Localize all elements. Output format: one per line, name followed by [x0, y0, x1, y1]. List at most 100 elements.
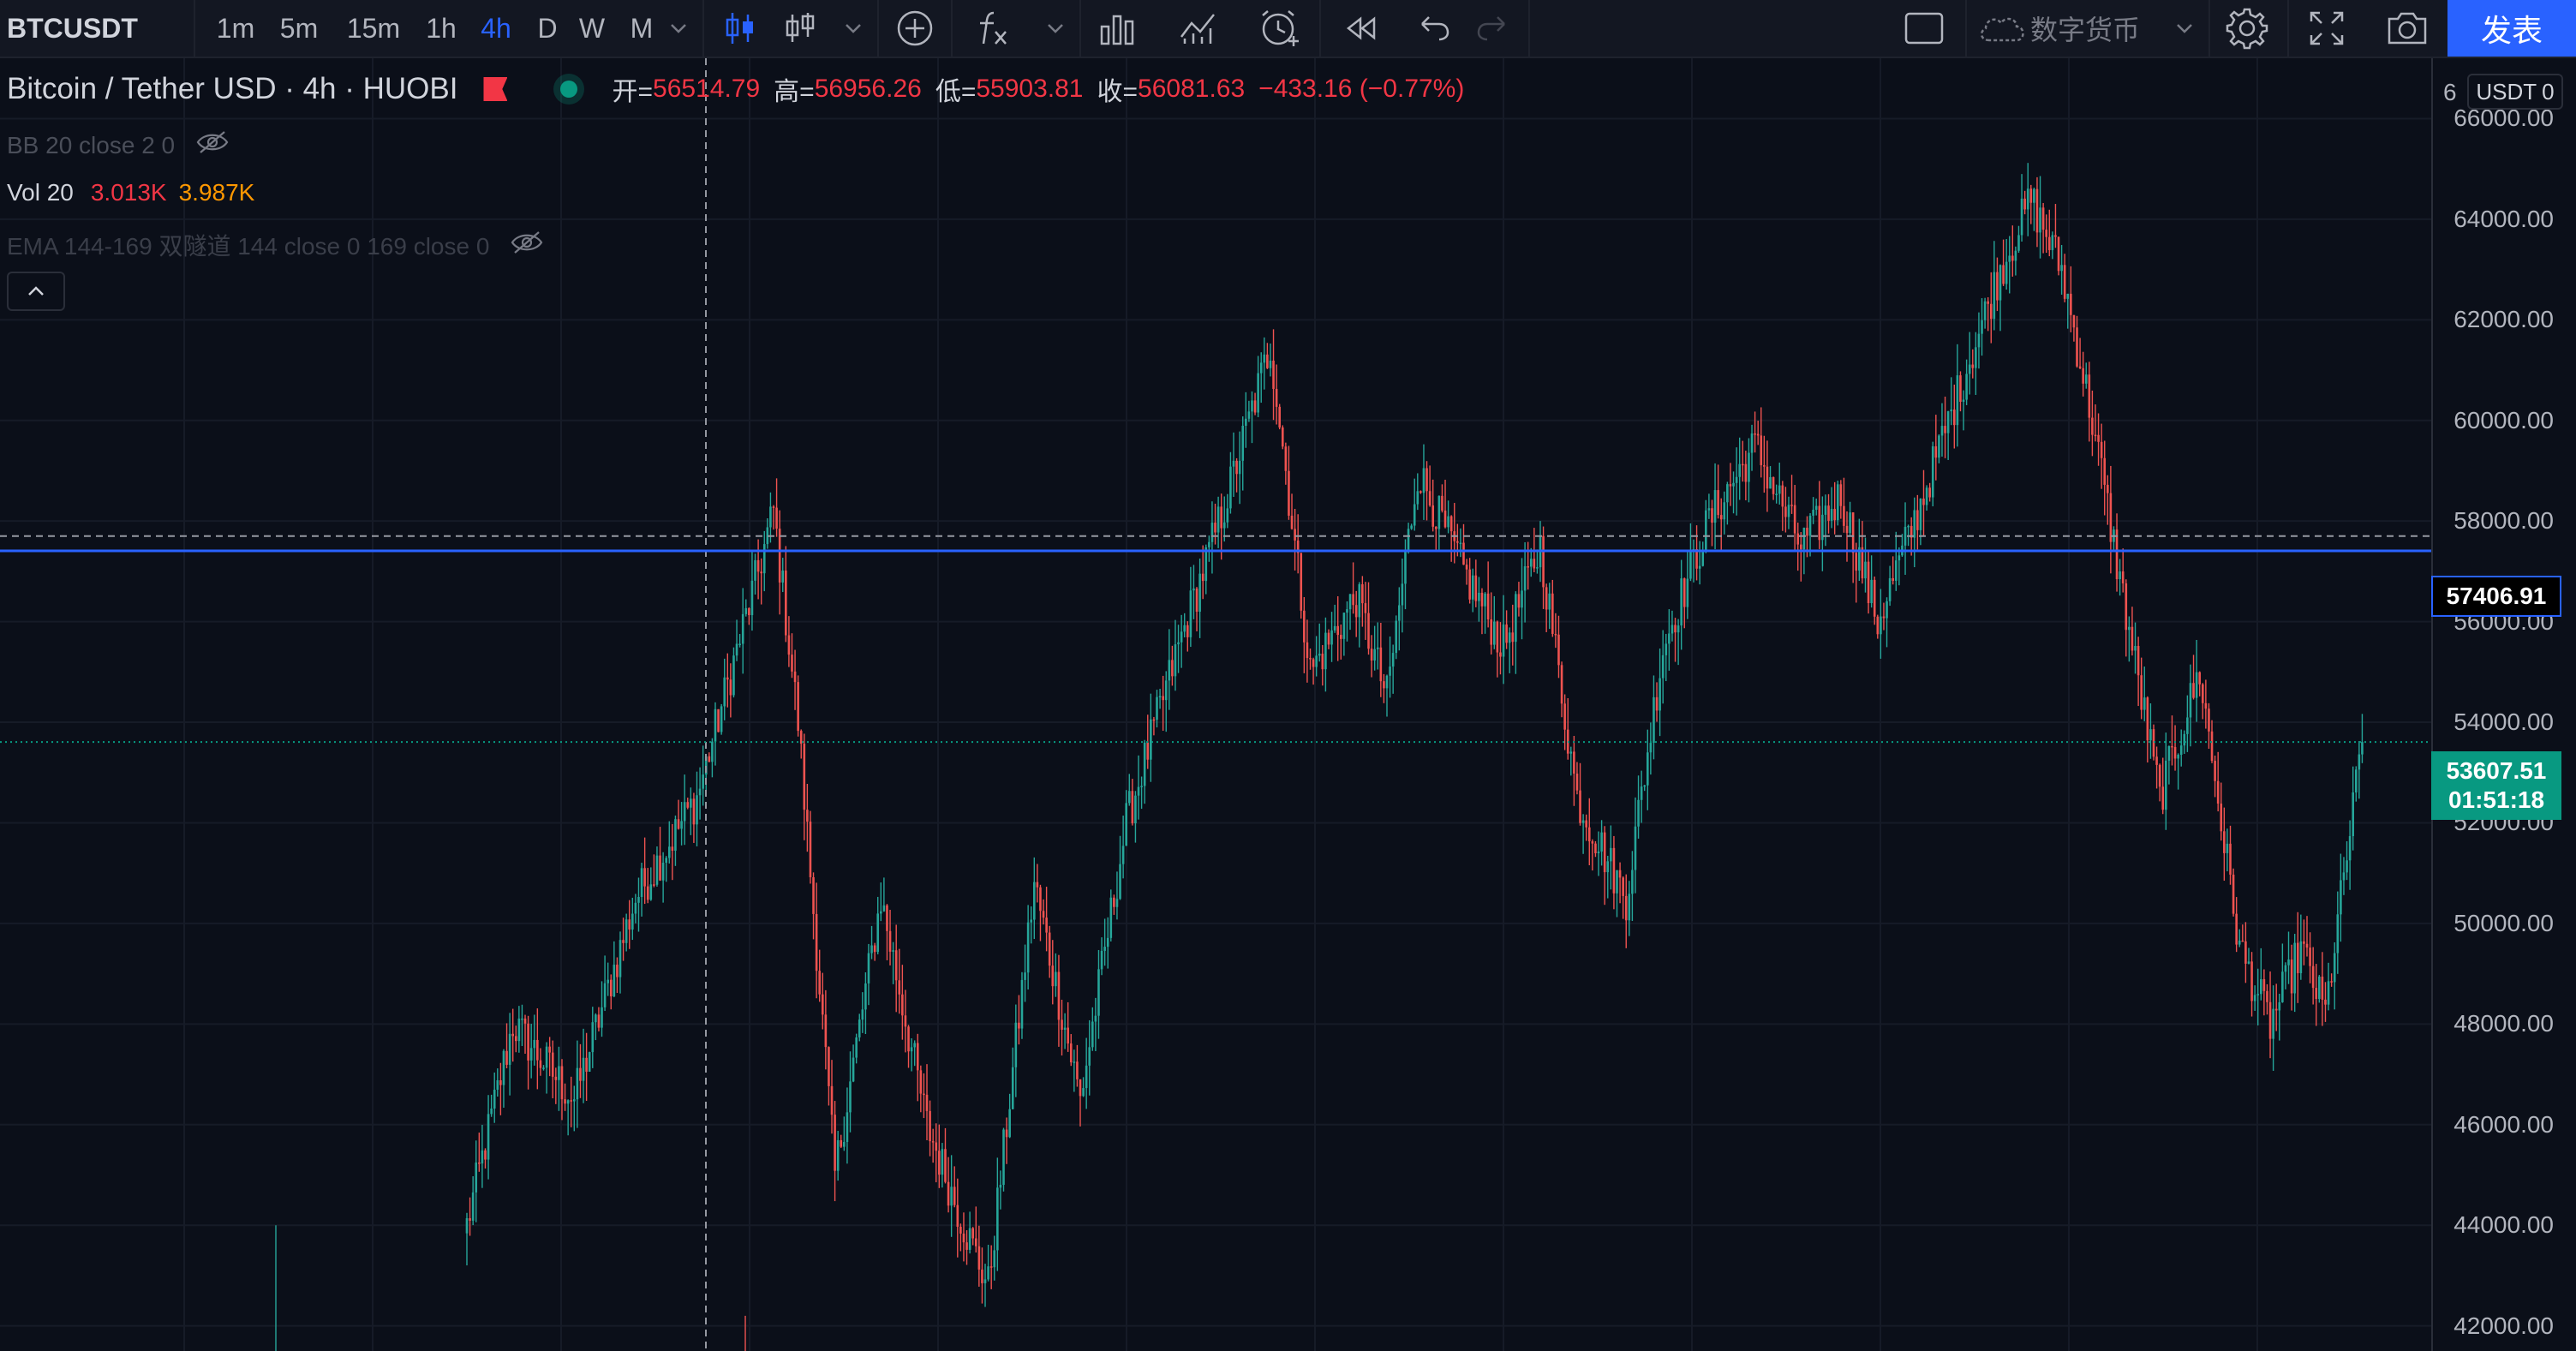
candle-body	[1529, 559, 1533, 567]
candle-body	[1849, 512, 1851, 534]
eye-hidden-icon[interactable]	[195, 129, 230, 161]
candle-body	[2253, 995, 2256, 1001]
chart-pane[interactable]	[0, 58, 2431, 1351]
candle-body	[1591, 841, 1594, 844]
candle-body	[1379, 647, 1383, 682]
candle-body	[1275, 388, 1278, 407]
candle-body	[1527, 566, 1529, 568]
candle-body	[1575, 774, 1579, 791]
candle-body	[2266, 990, 2268, 1002]
publish-button[interactable]: 发表	[2447, 0, 2576, 57]
interval-W[interactable]: W	[578, 12, 606, 44]
candle-body	[999, 1185, 1002, 1188]
toolbar-divider	[1965, 0, 1967, 57]
candle-body	[1870, 579, 1873, 604]
compare-bars-icon[interactable]	[1093, 0, 1141, 57]
candle-body	[1361, 584, 1364, 604]
bb-indicator-legend[interactable]: BB 20 close 2 0	[7, 129, 230, 161]
interval-1h[interactable]: 1h	[426, 12, 457, 44]
candle-body	[696, 795, 698, 825]
candle-body	[781, 570, 785, 583]
candle-body	[993, 1250, 996, 1268]
candlestick-chart[interactable]	[0, 58, 2431, 1351]
chevron-down-icon[interactable]	[661, 0, 696, 57]
redo-icon[interactable]	[1468, 0, 1516, 57]
candle-body	[1628, 894, 1631, 921]
candle-body	[683, 802, 686, 822]
candle-body	[741, 613, 744, 644]
interval-1m[interactable]: 1m	[216, 12, 255, 44]
candle-body	[1738, 463, 1741, 477]
camera-icon[interactable]	[2380, 0, 2435, 57]
candle-body	[947, 1181, 950, 1206]
interval-4h[interactable]: 4h	[481, 12, 511, 44]
candle-body	[2296, 942, 2299, 973]
ema-indicator-legend[interactable]: EMA 144-169 双隧道 144 close 0 169 close 0	[7, 228, 544, 262]
flag-icon[interactable]	[483, 77, 508, 101]
indicator-fx-icon[interactable]	[968, 0, 1019, 57]
candle-body	[469, 1218, 471, 1221]
candle-body	[1131, 791, 1134, 824]
candles-icon[interactable]	[716, 0, 764, 57]
symbol-title[interactable]: Bitcoin / Tether USD · 4h · HUOBI	[7, 72, 458, 105]
candle-body	[686, 802, 690, 808]
layout-square-icon[interactable]	[1897, 0, 1951, 57]
chevron-down-icon[interactable]	[2167, 0, 2202, 57]
price-tick: 54000.00	[2453, 708, 2554, 736]
candle-body	[2103, 457, 2107, 485]
candle-body	[2047, 236, 2051, 250]
candle-body	[929, 1110, 931, 1142]
candle-body	[704, 756, 708, 775]
bar-style-icon[interactable]	[776, 0, 824, 57]
candle-body	[1462, 542, 1465, 565]
symbol-search[interactable]: BTCUSDT	[7, 12, 138, 44]
candle-body	[1373, 649, 1376, 661]
interval-M[interactable]: M	[630, 12, 654, 44]
eye-hidden-icon[interactable]	[510, 230, 544, 261]
alert-clock-icon[interactable]	[1256, 0, 1304, 57]
settings-gear-icon[interactable]	[2219, 0, 2275, 57]
candle-body	[1741, 463, 1744, 466]
strategy-chart-icon[interactable]	[1175, 0, 1223, 57]
chevron-down-icon[interactable]	[1038, 0, 1073, 57]
candle-body	[754, 559, 756, 581]
interval-5m[interactable]: 5m	[279, 12, 319, 44]
chevron-down-icon[interactable]	[836, 0, 870, 57]
cloud-icon[interactable]	[1975, 0, 2029, 57]
candle-body	[2088, 374, 2091, 418]
candle-body	[1073, 1061, 1076, 1063]
candle-body	[2143, 697, 2146, 710]
candle-body	[2183, 733, 2186, 746]
candle-body	[2311, 965, 2315, 989]
close-value: 56081.63	[1138, 75, 1246, 103]
candle-body	[1800, 544, 1802, 550]
candle-body	[2033, 188, 2035, 203]
collapse-legend-button[interactable]	[7, 272, 65, 311]
toolbar-divider	[951, 0, 953, 57]
candle-body	[1705, 510, 1707, 551]
plus-circle-icon[interactable]	[891, 0, 939, 57]
candle-body	[1121, 846, 1125, 864]
currency-button[interactable]: USDT 0	[2467, 74, 2563, 110]
candle-body	[1726, 484, 1729, 503]
undo-icon[interactable]	[1410, 0, 1458, 57]
candle-body	[2041, 207, 2045, 230]
candle-body	[855, 1037, 858, 1058]
candle-body	[2195, 672, 2198, 698]
candle-body	[2244, 941, 2247, 964]
candle-body	[2262, 979, 2266, 991]
fullscreen-icon[interactable]	[2301, 0, 2352, 57]
replay-icon[interactable]	[1336, 0, 1384, 57]
candle-body	[1447, 516, 1449, 528]
candle-body	[1079, 1079, 1082, 1097]
candle-body	[1336, 625, 1340, 636]
volume-indicator-legend[interactable]: Vol 20 3.013K 3.987K	[7, 179, 254, 206]
market-label[interactable]: 数字货币	[2030, 15, 2141, 45]
interval-15m[interactable]: 15m	[346, 12, 401, 44]
price-scale[interactable]: 66000.00 64000.00 62000.00 60000.00 58000.00…	[2431, 58, 2576, 1351]
candle-body	[1756, 433, 1760, 436]
interval-D[interactable]: D	[537, 12, 558, 44]
candle-body	[2066, 293, 2070, 299]
candle-body	[640, 868, 643, 898]
candle-body	[1661, 655, 1665, 678]
